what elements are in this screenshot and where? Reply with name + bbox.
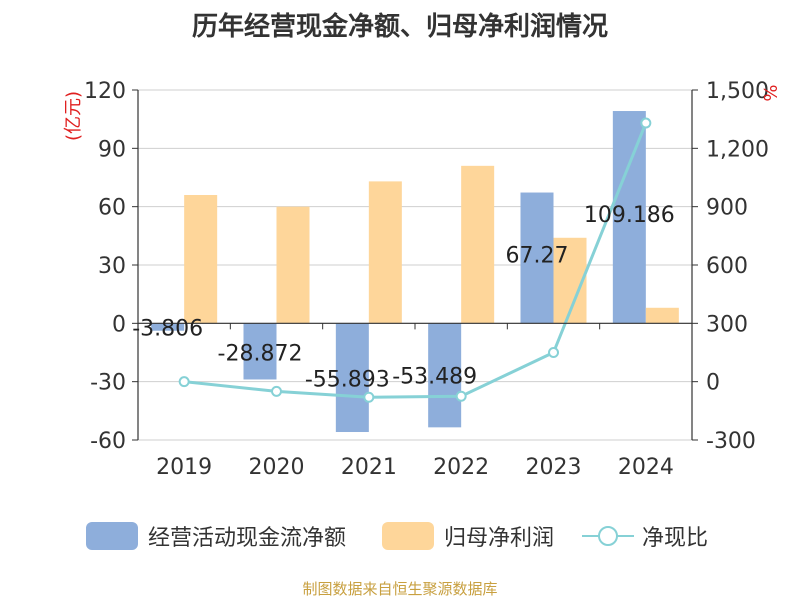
legend-item-cashflow[interactable]: 经营活动现金流净额 <box>86 516 346 556</box>
legend-swatch-cashflow <box>86 522 138 550</box>
data-label-cashflow: -3.806 <box>132 316 203 341</box>
data-label-cashflow: -55.893 <box>305 367 390 392</box>
bar-cashflow <box>151 323 185 331</box>
x-tick-label: 2024 <box>618 455 674 480</box>
bar-layer <box>151 111 679 433</box>
legend-item-ratio[interactable]: 净现比 <box>582 516 708 556</box>
grid-layer <box>138 89 692 441</box>
chart-canvas: 1209060300-30-601,5001,2009006003000-300… <box>63 79 780 480</box>
y-left-tick-label: 120 <box>84 79 126 104</box>
legend-swatch-net-profit <box>382 522 434 550</box>
y-left-tick-label: 90 <box>98 137 126 162</box>
y-left-tick-label: 0 <box>112 312 126 337</box>
data-label-cashflow: -53.489 <box>392 364 477 389</box>
bar-cashflow <box>520 192 554 324</box>
bar-net-profit <box>368 181 402 324</box>
legend-label-cashflow: 经营活动现金流净额 <box>148 526 347 551</box>
y-right-tick-label: 1,200 <box>706 137 769 162</box>
legend-label-ratio: 净现比 <box>642 526 709 551</box>
x-tick-label: 2019 <box>156 455 212 480</box>
y-right-tick-label: 900 <box>706 196 748 221</box>
x-tick-label: 2022 <box>433 455 489 480</box>
point-ratio <box>271 385 282 397</box>
line-ratio <box>184 122 648 399</box>
legend-line-ratio-icon <box>582 526 634 546</box>
bar-net-profit <box>645 307 679 324</box>
y-left-unit-label: (亿元) <box>63 91 84 141</box>
legend: 经营活动现金流净额 归母净利润 净现比 <box>0 516 800 556</box>
y-right-tick-label: -300 <box>706 429 756 454</box>
data-label-cashflow: -28.872 <box>218 341 303 366</box>
legend-item-net-profit[interactable]: 归母净利润 <box>382 516 554 556</box>
point-ratio <box>455 390 467 402</box>
y-left-tick-label: 30 <box>98 254 126 279</box>
data-label-cashflow: 67.27 <box>506 244 569 269</box>
data-label-cashflow: 109.186 <box>584 203 675 228</box>
point-ratio <box>178 376 190 388</box>
y-right-tick-label: 0 <box>706 371 720 396</box>
bar-cashflow <box>428 323 462 428</box>
bar-cashflow <box>335 323 369 433</box>
y-right-tick-label: 300 <box>706 312 748 337</box>
label-layer: -3.806 -28.872-55.893 -53.489 67.27 109.186 <box>132 203 675 392</box>
y-left-tick-label: -30 <box>90 371 126 396</box>
point-ratio <box>548 347 559 358</box>
bar-net-profit <box>461 165 495 324</box>
y-left-tick-label: -60 <box>90 429 126 454</box>
bar-cashflow <box>612 111 646 324</box>
y-right-unit-label: % <box>759 84 780 101</box>
bar-net-profit <box>184 195 218 324</box>
x-tick-label: 2020 <box>249 455 305 480</box>
y-right-tick-label: 600 <box>706 254 748 279</box>
x-tick-label: 2023 <box>526 455 582 480</box>
y-right-tick-label: 1,500 <box>706 79 769 104</box>
source-note: 制图数据来自恒生聚源数据库 <box>302 580 498 598</box>
legend-label-net-profit: 归母净利润 <box>444 526 555 551</box>
x-tick-label: 2021 <box>341 455 397 480</box>
bar-net-profit <box>276 206 310 324</box>
bar-cashflow <box>243 323 277 380</box>
point-ratio <box>640 117 652 129</box>
point-ratio <box>363 391 375 403</box>
y-left-tick-label: 60 <box>98 196 126 221</box>
axis-layer: 1209060300-30-601,5001,2009006003000-300… <box>63 79 780 480</box>
chart-title: 历年经营现金净额、归母净利润情况 <box>191 12 608 42</box>
line-layer <box>178 117 652 403</box>
